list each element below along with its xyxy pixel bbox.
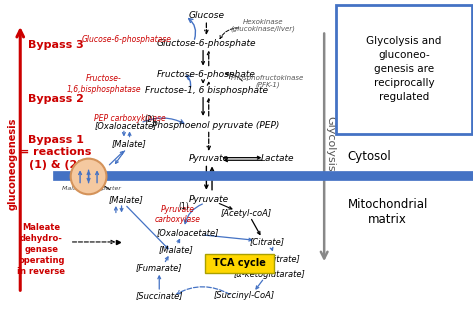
Text: [Succinyl-CoA]: [Succinyl-CoA] (213, 291, 274, 300)
Text: [Oxaloacetate]: [Oxaloacetate] (156, 228, 219, 237)
Text: [α-ketoglutarate]: [α-ketoglutarate] (233, 270, 305, 279)
Text: Glucose: Glucose (188, 11, 224, 21)
Text: Gluctose-6-phosphate: Gluctose-6-phosphate (156, 39, 256, 48)
Text: [Fumarate]: [Fumarate] (136, 264, 182, 272)
Text: PEP carboxykinase: PEP carboxykinase (94, 114, 165, 123)
Text: (1): (1) (179, 202, 190, 211)
Text: Phosphoenol pyruvate (PEP): Phosphoenol pyruvate (PEP) (152, 121, 280, 130)
Text: Phosphofructokinase
(PFK-1): Phosphofructokinase (PFK-1) (231, 75, 304, 88)
Text: Maleate
dehydro-
genase
operating
in reverse: Maleate dehydro- genase operating in rev… (18, 223, 65, 276)
Text: [Citrate]: [Citrate] (250, 237, 285, 247)
Text: Cytosol: Cytosol (347, 150, 391, 163)
Text: [Malate]: [Malate] (109, 195, 144, 204)
Text: (2): (2) (145, 114, 155, 124)
Text: Fructose-
1,6,bisphosphatase: Fructose- 1,6,bisphosphatase (67, 74, 141, 94)
Text: Glucose-6-phosphatase: Glucose-6-phosphatase (81, 35, 171, 44)
Text: Mitochondrial
matrix: Mitochondrial matrix (347, 198, 428, 226)
Text: Fructose-6-phosphate: Fructose-6-phosphate (157, 70, 256, 79)
Text: TCA cycle: TCA cycle (213, 258, 266, 268)
Text: Malate transporter: Malate transporter (63, 186, 121, 191)
FancyBboxPatch shape (205, 254, 274, 273)
Text: Lactate: Lactate (260, 154, 294, 163)
Text: Pyruvate: Pyruvate (189, 195, 229, 204)
Text: Bypass 1
= reactions
(1) & (2): Bypass 1 = reactions (1) & (2) (20, 135, 91, 170)
Text: [Succinate]: [Succinate] (136, 291, 183, 300)
Text: Bypass 2: Bypass 2 (27, 94, 83, 104)
Text: [Malate]: [Malate] (111, 140, 146, 148)
Text: [Oxaloacetate]: [Oxaloacetate] (95, 121, 157, 130)
Text: [Malate]: [Malate] (158, 245, 193, 254)
Text: [Isocitrate]: [Isocitrate] (254, 254, 300, 263)
Text: Glycolysis and
gluconeo-
genesis are
reciprocally
regulated: Glycolysis and gluconeo- genesis are rec… (366, 37, 441, 102)
Text: gluconeogenesis: gluconeogenesis (8, 117, 18, 210)
Text: Fructose-1, 6 bisphosphate: Fructose-1, 6 bisphosphate (145, 86, 268, 95)
Text: Pyruvate: Pyruvate (189, 154, 229, 163)
FancyBboxPatch shape (336, 5, 472, 134)
Text: Glycolysis: Glycolysis (325, 116, 335, 172)
Text: [Acetyl-coA]: [Acetyl-coA] (221, 209, 272, 218)
Text: Bypass 3: Bypass 3 (27, 40, 83, 50)
Ellipse shape (71, 159, 107, 194)
Text: Hexokinase
(glucokinase/liver): Hexokinase (glucokinase/liver) (230, 19, 295, 32)
Text: Pyruvate
carboxylase: Pyruvate carboxylase (155, 205, 201, 224)
